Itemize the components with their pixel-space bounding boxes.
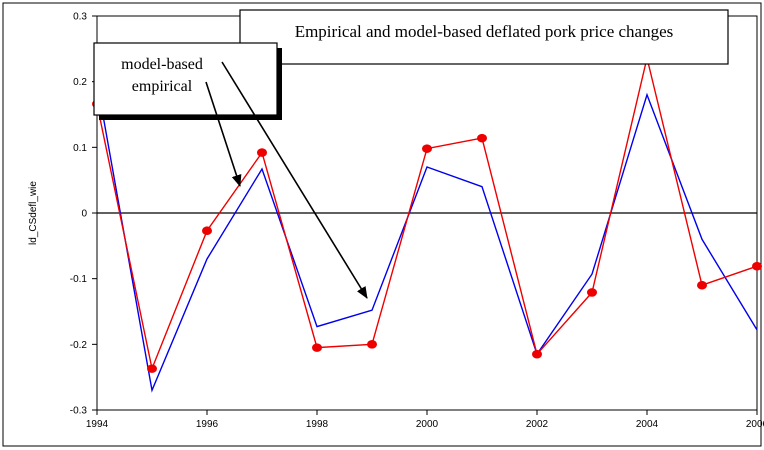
data-point-empirical	[752, 261, 762, 271]
y-tick-label: -0.2	[70, 340, 88, 351]
y-tick-label: 0.1	[73, 143, 87, 154]
y-tick-label: 0.3	[73, 12, 87, 23]
x-tick-label: 1994	[86, 419, 109, 430]
data-point-empirical	[202, 226, 212, 236]
data-point-empirical	[532, 349, 542, 359]
data-point-empirical	[367, 340, 377, 349]
x-tick-label: 2004	[636, 419, 659, 430]
data-point-empirical	[312, 343, 322, 352]
annotation-arrow-model-based	[221, 61, 368, 299]
data-point-empirical	[147, 364, 157, 373]
x-tick-label: 2006	[746, 419, 764, 430]
chart-title: Empirical and model-based deflated pork …	[295, 22, 674, 41]
y-tick-label: -0.1	[70, 274, 88, 285]
annotation-arrow-empirical	[205, 81, 242, 187]
x-tick-label: 1998	[306, 419, 329, 430]
y-axis-label: ld_CSdefl_wie	[28, 181, 39, 245]
data-point-empirical	[257, 148, 267, 157]
x-tick-label: 2000	[416, 419, 439, 430]
x-tick-label: 2002	[526, 419, 549, 430]
legend-label-model-based: model-based	[121, 56, 203, 73]
y-tick-label: 0	[81, 209, 87, 220]
x-tick-label: 1996	[196, 419, 219, 430]
data-point-empirical	[477, 133, 487, 143]
data-point-empirical	[587, 288, 597, 297]
legend-label-empirical: empirical	[132, 78, 193, 95]
y-tick-label: -0.3	[70, 406, 88, 417]
series-line-model-based	[96, 81, 758, 393]
y-tick-label: 0.2	[73, 77, 87, 88]
data-point-empirical	[422, 144, 432, 153]
title-box	[239, 9, 729, 65]
data-point-empirical	[697, 280, 707, 290]
